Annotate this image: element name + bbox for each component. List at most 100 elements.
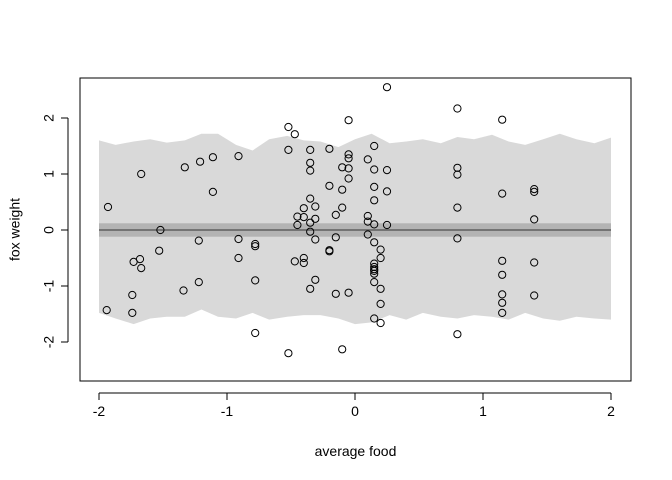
data-point bbox=[306, 158, 315, 167]
data-point bbox=[325, 144, 334, 153]
x-tick-label: -2 bbox=[93, 403, 106, 419]
data-point bbox=[370, 238, 379, 247]
data-point bbox=[331, 210, 340, 219]
data-point bbox=[376, 284, 385, 293]
data-point bbox=[498, 256, 507, 265]
data-point bbox=[344, 174, 353, 183]
data-point bbox=[311, 235, 320, 244]
data-point bbox=[234, 152, 243, 161]
plot-frame bbox=[79, 77, 632, 382]
data-point bbox=[344, 154, 353, 163]
y-tick-label: -2 bbox=[41, 336, 57, 349]
data-point bbox=[363, 155, 372, 164]
data-point bbox=[338, 345, 347, 354]
data-points bbox=[102, 83, 539, 358]
data-point bbox=[311, 214, 320, 223]
x-axis: -2 -1 0 1 2 bbox=[93, 392, 615, 419]
data-point bbox=[370, 141, 379, 151]
data-point bbox=[376, 318, 385, 328]
data-point bbox=[382, 166, 392, 175]
data-point bbox=[306, 166, 315, 175]
data-point bbox=[194, 236, 203, 245]
data-point bbox=[338, 203, 347, 212]
y-axis: -2 -1 0 1 2 bbox=[41, 114, 69, 349]
data-point bbox=[194, 278, 203, 287]
data-point bbox=[306, 145, 315, 154]
x-tick-label: 0 bbox=[351, 403, 359, 419]
y-tick-label: 1 bbox=[41, 170, 57, 178]
data-point bbox=[344, 288, 353, 297]
data-point bbox=[234, 234, 243, 244]
data-point bbox=[530, 258, 539, 267]
data-point bbox=[306, 218, 315, 227]
data-point bbox=[180, 163, 189, 172]
data-point bbox=[128, 290, 137, 300]
x-tick-label: 2 bbox=[607, 403, 615, 419]
data-point bbox=[284, 349, 293, 358]
data-point bbox=[376, 253, 385, 263]
data-point bbox=[306, 284, 315, 293]
data-point bbox=[498, 290, 507, 299]
data-point bbox=[370, 266, 379, 275]
data-point bbox=[251, 328, 260, 338]
data-point bbox=[325, 247, 334, 256]
data-point bbox=[370, 220, 379, 229]
data-point bbox=[453, 234, 462, 243]
data-point bbox=[344, 116, 353, 125]
data-point bbox=[208, 187, 217, 196]
data-point bbox=[530, 185, 539, 194]
data-point bbox=[370, 182, 379, 191]
data-point bbox=[498, 189, 507, 198]
data-point bbox=[382, 187, 392, 196]
data-point bbox=[338, 163, 347, 172]
data-point bbox=[498, 270, 507, 279]
data-point bbox=[251, 242, 260, 251]
data-point bbox=[234, 253, 243, 263]
data-point bbox=[370, 278, 379, 287]
data-point bbox=[284, 122, 293, 132]
data-point bbox=[290, 130, 299, 139]
data-point bbox=[299, 258, 308, 268]
data-point bbox=[293, 220, 302, 230]
data-point bbox=[293, 212, 302, 221]
data-point bbox=[453, 104, 462, 113]
data-point bbox=[498, 308, 507, 317]
data-point bbox=[370, 269, 379, 278]
x-tick-label: -1 bbox=[221, 403, 234, 419]
data-point bbox=[137, 264, 146, 273]
data-point bbox=[299, 204, 308, 213]
data-point bbox=[370, 196, 379, 205]
data-point bbox=[135, 255, 145, 264]
data-point bbox=[363, 211, 372, 221]
data-point bbox=[155, 246, 164, 255]
data-point bbox=[363, 230, 372, 239]
data-point bbox=[299, 253, 308, 263]
data-point bbox=[306, 227, 315, 236]
data-point bbox=[382, 83, 392, 92]
data-point bbox=[370, 165, 379, 174]
data-point bbox=[344, 164, 353, 173]
data-point bbox=[331, 289, 340, 298]
data-point bbox=[530, 187, 539, 196]
data-point bbox=[103, 202, 113, 212]
data-point bbox=[370, 314, 379, 323]
data-point bbox=[344, 150, 353, 159]
data-point bbox=[128, 308, 137, 317]
data-point bbox=[325, 181, 334, 190]
y-tick-label: -1 bbox=[41, 280, 57, 293]
data-point bbox=[311, 202, 320, 211]
x-axis-label: average food bbox=[315, 443, 397, 459]
data-point bbox=[453, 170, 462, 179]
data-point bbox=[453, 330, 462, 339]
data-point bbox=[453, 203, 462, 212]
data-point bbox=[251, 239, 260, 249]
data-point bbox=[311, 275, 320, 284]
x-tick-label: 1 bbox=[479, 403, 487, 419]
data-point bbox=[156, 225, 165, 235]
data-point bbox=[299, 213, 308, 222]
y-axis-label: fox weight bbox=[7, 198, 23, 261]
data-point bbox=[530, 291, 539, 300]
data-point bbox=[498, 115, 507, 124]
y-tick-label: 2 bbox=[41, 114, 57, 122]
data-point bbox=[306, 194, 315, 203]
